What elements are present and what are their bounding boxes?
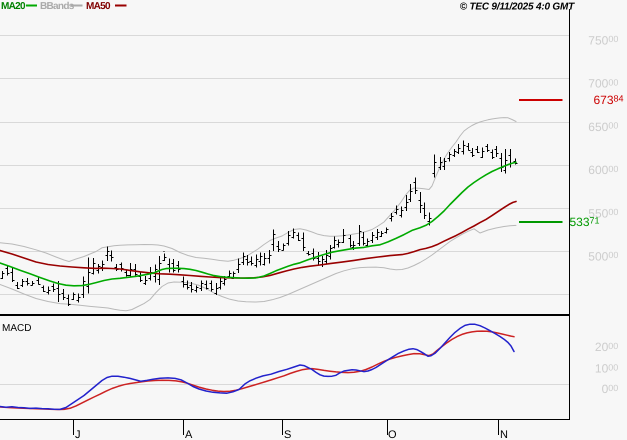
svg-text:N: N [500,429,508,440]
svg-text:J: J [75,429,81,440]
svg-text:53371: 53371 [570,215,600,229]
svg-text:© TEC 9/11/2025 4:0 GMT: © TEC 9/11/2025 4:0 GMT [460,2,575,13]
svg-text:67384: 67384 [594,93,624,107]
svg-text:2000: 2000 [595,340,618,354]
svg-text:55000: 55000 [588,206,618,220]
svg-text:MACD: MACD [2,323,31,334]
svg-text:MA50: MA50 [86,1,111,12]
svg-text:70000: 70000 [588,77,618,91]
svg-text:75000: 75000 [588,34,618,48]
svg-text:A: A [185,429,193,440]
svg-text:1000: 1000 [595,362,618,376]
svg-text:65000: 65000 [588,120,618,134]
svg-text:O: O [388,429,397,440]
svg-text:000: 000 [602,382,619,396]
svg-text:MA20: MA20 [1,1,26,12]
svg-text:50000: 50000 [588,250,618,264]
svg-text:S: S [284,429,291,440]
svg-text:BBands: BBands [40,1,75,12]
svg-text:60000: 60000 [588,163,618,177]
